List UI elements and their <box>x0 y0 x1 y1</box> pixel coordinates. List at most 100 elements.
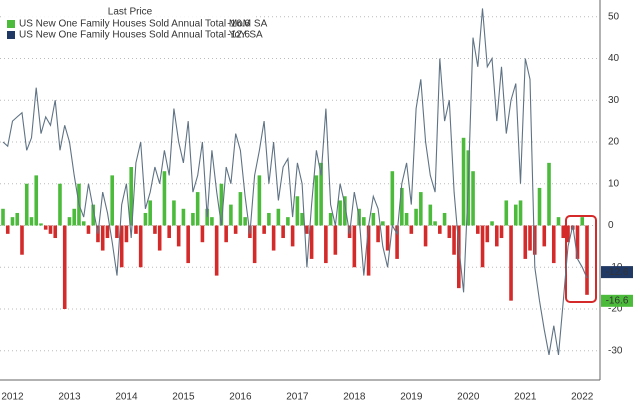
bar <box>119 225 124 268</box>
value-tag <box>601 294 633 307</box>
bar <box>24 183 29 226</box>
bar <box>286 217 290 226</box>
bar <box>305 225 309 234</box>
y-tick-label: 10 <box>608 178 620 189</box>
bar <box>148 200 152 226</box>
x-tick-label: 2012 <box>1 392 24 403</box>
bar <box>276 208 281 226</box>
bar <box>62 225 67 310</box>
bar <box>438 225 442 234</box>
bar <box>53 225 58 239</box>
x-tick-label: 2019 <box>400 392 423 403</box>
bar <box>513 204 518 226</box>
x-tick-label: 2017 <box>286 392 309 403</box>
bar <box>91 204 96 226</box>
legend-swatch <box>7 31 15 39</box>
bar <box>233 225 238 234</box>
bar <box>480 225 485 268</box>
y-tick-label: -30 <box>608 345 623 356</box>
bar <box>157 225 162 251</box>
bar <box>267 212 271 226</box>
bar <box>556 217 561 226</box>
bar <box>419 192 423 226</box>
y-tick-label: 30 <box>608 95 620 106</box>
x-tick-label: 2015 <box>172 392 195 403</box>
bar <box>143 212 148 226</box>
bar <box>191 212 195 226</box>
bar <box>224 225 228 243</box>
bar <box>400 187 404 226</box>
bar <box>58 183 62 226</box>
bar <box>395 225 399 259</box>
y-tick-label: 40 <box>608 53 620 64</box>
bar <box>499 225 504 239</box>
value-tag <box>601 266 633 279</box>
bar <box>494 225 499 247</box>
bar <box>48 225 53 234</box>
bar <box>551 225 556 264</box>
bar <box>86 225 91 234</box>
bar <box>404 212 409 226</box>
bar <box>523 225 528 259</box>
bar <box>115 225 119 239</box>
bar <box>290 225 295 247</box>
bar <box>452 225 456 255</box>
line <box>2 8 588 356</box>
bar <box>338 200 342 226</box>
bar <box>1 208 5 226</box>
bar <box>324 225 328 264</box>
bar <box>29 217 34 226</box>
bar <box>532 225 537 255</box>
bar <box>362 217 366 226</box>
bar <box>105 225 110 239</box>
bar <box>200 225 205 243</box>
bar <box>72 208 77 226</box>
bar <box>134 225 138 234</box>
legend-label: US New One Family Houses Sold Annual Tot… <box>19 19 268 30</box>
bar <box>509 225 513 301</box>
bar <box>243 217 247 226</box>
x-tick-label: 2014 <box>115 392 138 403</box>
bar <box>547 162 551 226</box>
bar <box>195 192 200 226</box>
bar <box>457 225 461 289</box>
bar <box>81 221 86 226</box>
bar <box>428 204 433 226</box>
bar <box>385 225 390 251</box>
bar <box>252 225 257 264</box>
bar <box>43 225 48 230</box>
bar <box>162 171 167 226</box>
bar <box>471 171 475 226</box>
bar <box>281 225 285 239</box>
x-tick-label: 2018 <box>343 392 366 403</box>
bar <box>186 225 190 264</box>
bar <box>566 225 570 243</box>
bar <box>176 225 181 247</box>
bar <box>366 225 371 276</box>
bar <box>124 225 129 243</box>
bar <box>433 221 437 226</box>
bar <box>528 225 532 251</box>
bar <box>328 212 333 226</box>
bar <box>295 196 300 226</box>
bar <box>172 200 176 226</box>
bar <box>262 225 266 234</box>
bar <box>485 225 490 243</box>
legend-label: US New One Family Houses Sold Annual Tot… <box>19 30 263 41</box>
bar <box>229 204 233 226</box>
bar <box>537 187 542 226</box>
bar <box>271 225 276 251</box>
bar <box>376 225 380 243</box>
bar <box>110 175 115 226</box>
x-tick-label: 2021 <box>514 392 537 403</box>
bar <box>475 225 480 234</box>
bar <box>257 175 262 226</box>
bar <box>210 217 214 226</box>
bar <box>585 225 589 295</box>
x-tick-label: 2020 <box>457 392 480 403</box>
bar <box>129 167 133 226</box>
value-tag-label: -16.6 <box>606 295 629 306</box>
bar <box>381 221 385 226</box>
bar <box>167 225 171 239</box>
bar <box>39 223 43 226</box>
